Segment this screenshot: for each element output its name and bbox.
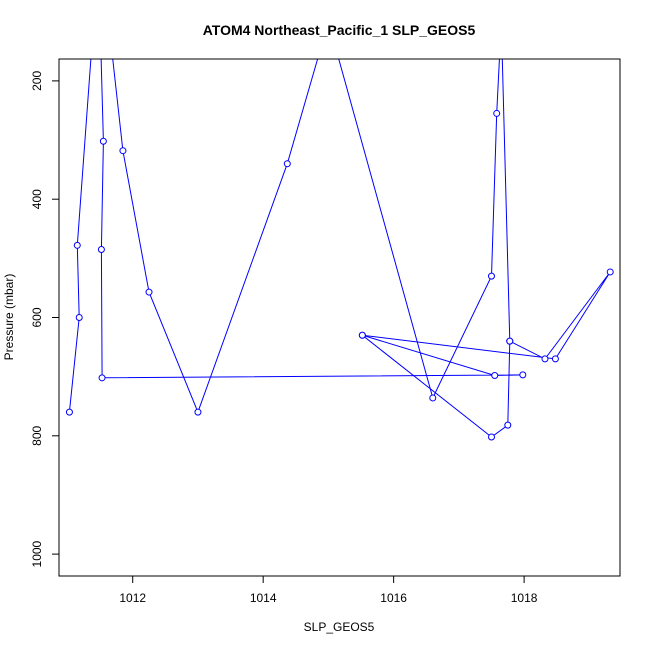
data-point: [75, 314, 83, 321]
x-tick-label: 1016: [380, 591, 407, 605]
y-tick-label: 400: [30, 189, 44, 209]
data-point: [119, 147, 127, 155]
chart-title: ATOM4 Northeast_Pacific_1 SLP_GEOS5: [203, 22, 476, 38]
data-point: [98, 374, 106, 382]
series-layer: [68, 59, 611, 438]
data-point: [491, 371, 499, 379]
data-point: [194, 408, 202, 416]
y-axis-label: Pressure (mbar): [2, 274, 16, 361]
series-line: [361, 334, 511, 438]
data-point: [283, 160, 291, 168]
data-point: [487, 433, 495, 441]
data-point: [65, 408, 73, 416]
data-point: [358, 331, 366, 339]
y-tick-label: 1000: [30, 540, 44, 567]
plot-frame: [58, 58, 621, 577]
data-point: [506, 337, 514, 345]
data-point: [541, 355, 549, 363]
data-point: [487, 272, 495, 280]
y-tick-label: 200: [30, 71, 44, 91]
x-axis-label: SLP_GEOS5: [304, 620, 375, 634]
x-tick-label: 1018: [511, 591, 538, 605]
data-point: [606, 268, 614, 276]
data-point: [493, 109, 501, 117]
data-point: [97, 245, 105, 253]
series-line: [68, 59, 611, 414]
y-tick-label: 600: [30, 307, 44, 327]
data-point: [519, 371, 527, 379]
data-point: [145, 288, 153, 296]
data-point: [99, 137, 107, 145]
data-point: [551, 355, 559, 363]
x-tick-label: 1014: [250, 591, 277, 605]
y-tick-label: 800: [30, 425, 44, 445]
points-layer: [65, 109, 614, 441]
x-tick-label: 1012: [119, 591, 146, 605]
data-point: [73, 241, 81, 249]
data-point: [429, 394, 437, 402]
axes: 1012 1014 1016 1018 200 400 600 800 1000: [30, 71, 538, 605]
data-point: [504, 421, 512, 429]
